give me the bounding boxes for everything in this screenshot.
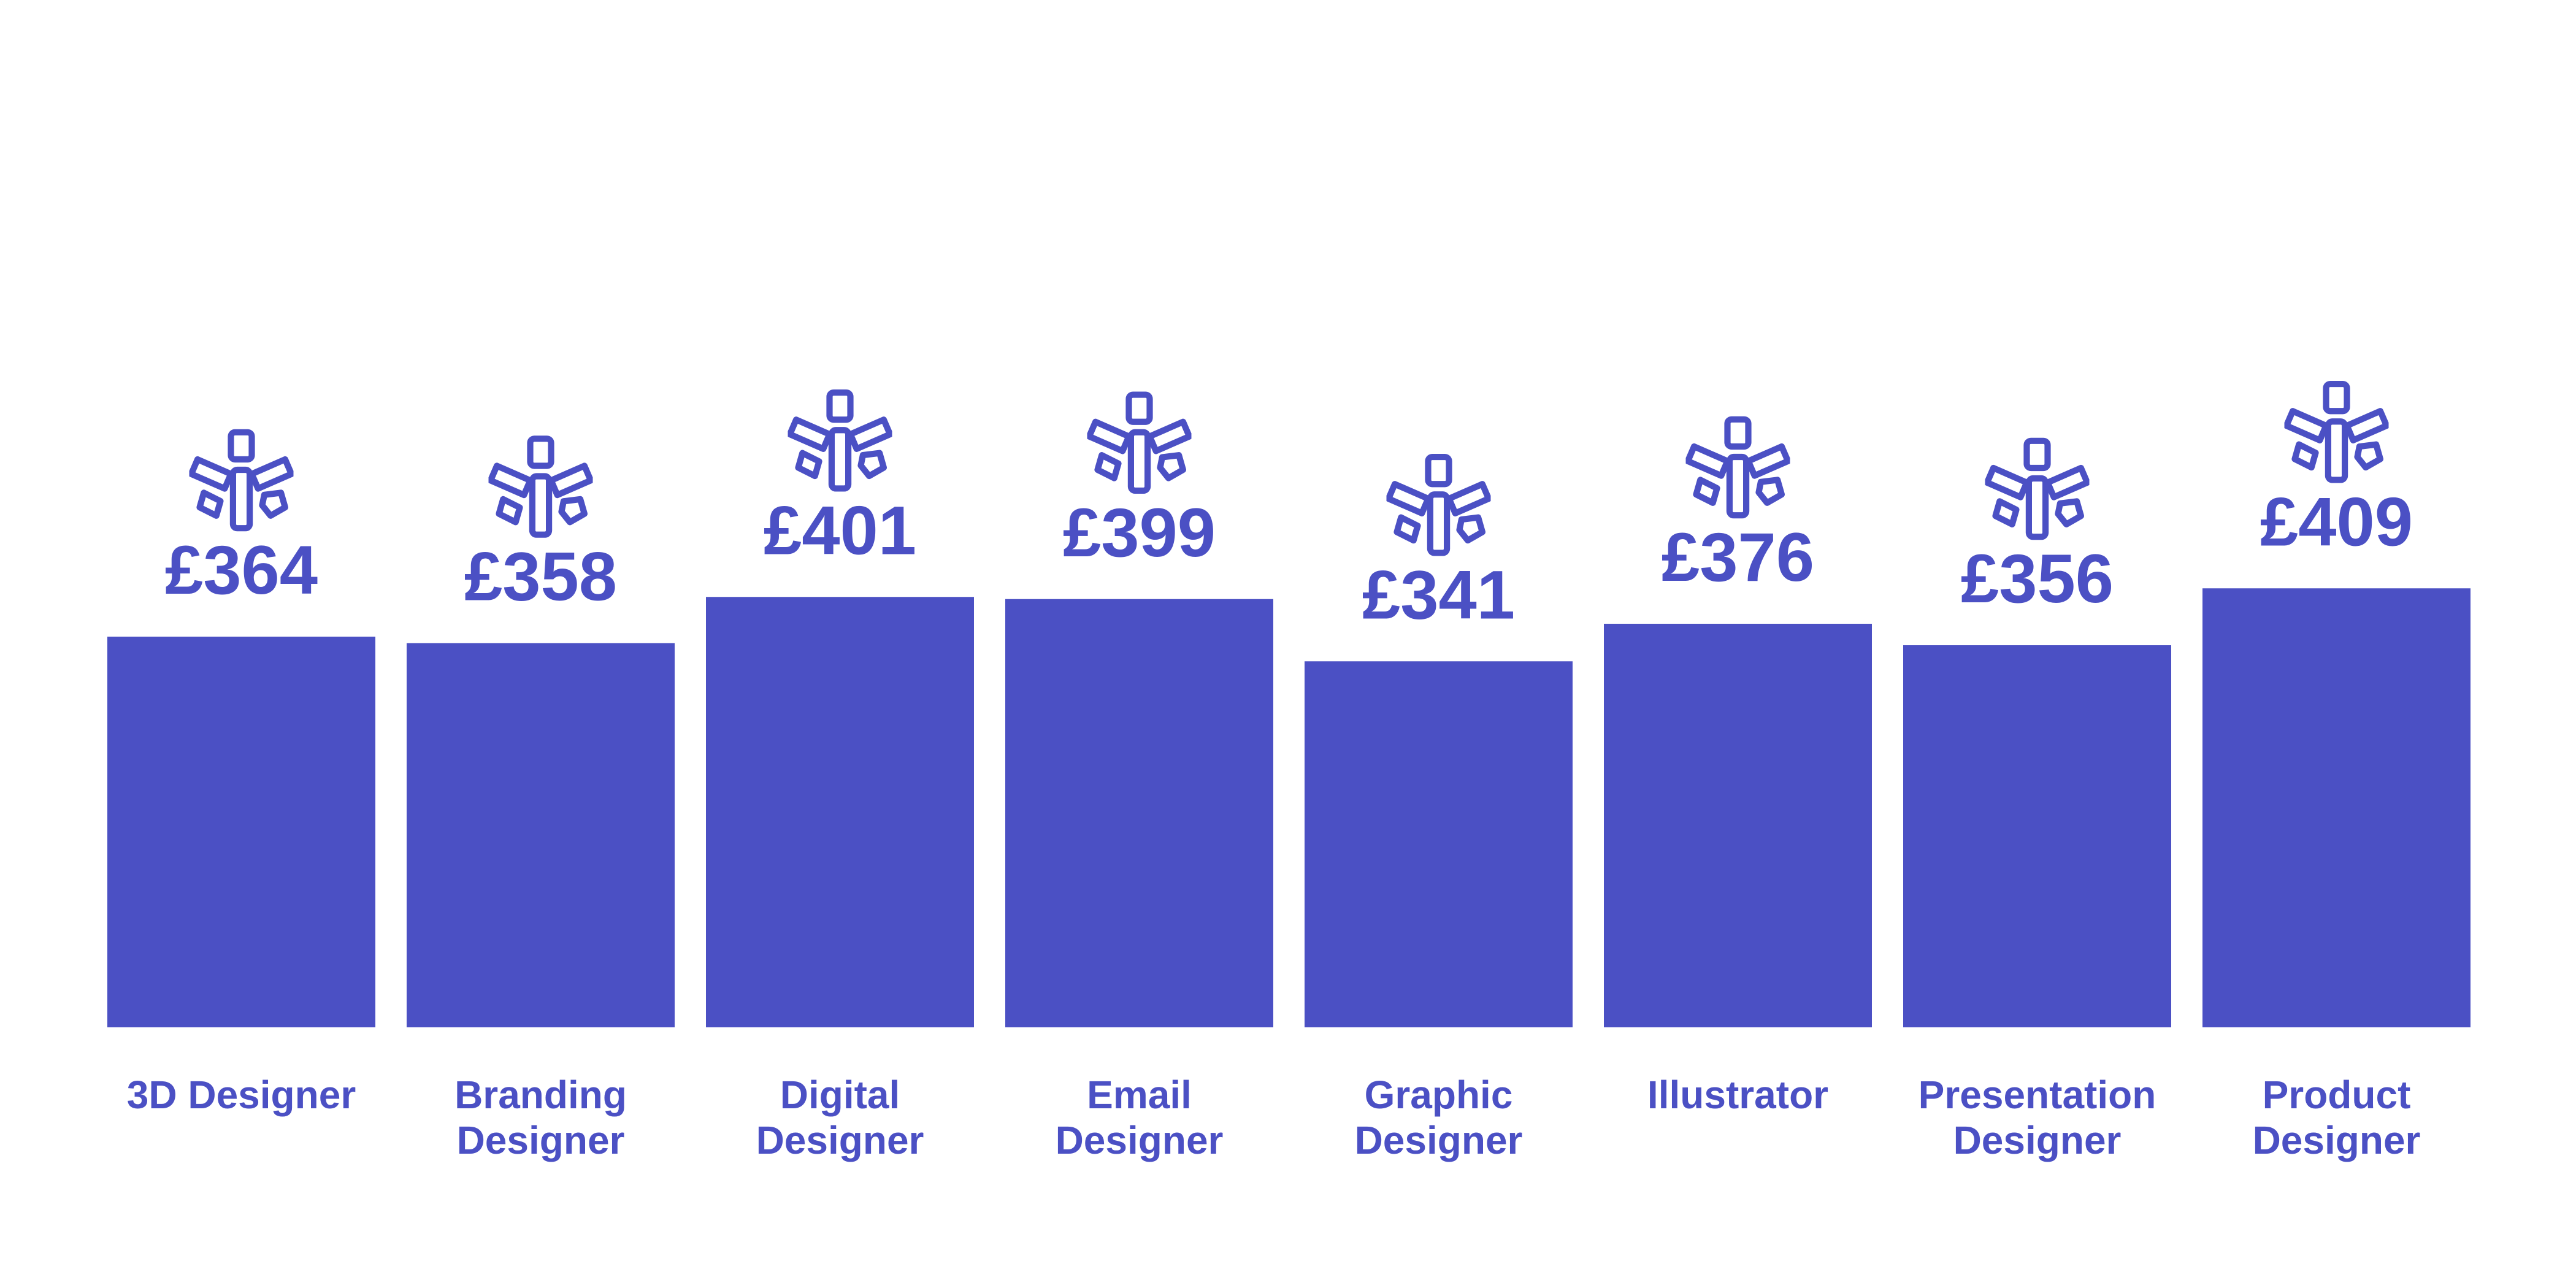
category-label: Graphic Designer — [1355, 1073, 1523, 1162]
category-label: Presentation Designer — [1919, 1073, 2156, 1162]
category-label: 3D Designer — [127, 1073, 356, 1117]
branching-arrows-icon — [1089, 395, 1189, 491]
category-label-line: Designer — [1056, 1118, 1224, 1162]
value-label: £356 — [1961, 540, 2114, 617]
branching-arrows-icon — [2287, 384, 2386, 480]
category-label-line: Product — [2263, 1073, 2411, 1117]
bar — [1005, 599, 1273, 1027]
category-label-line: Designer — [457, 1118, 625, 1162]
bar — [2202, 588, 2471, 1027]
bars-group — [107, 588, 2471, 1027]
value-labels-group: £364 £358 £401 £399 £341 £376 £356 £409 — [165, 483, 2413, 633]
bar — [407, 643, 675, 1027]
bar — [706, 597, 974, 1027]
branching-arrows-icon — [790, 393, 890, 488]
category-label-line: Graphic — [1365, 1073, 1513, 1117]
category-label-line: Email — [1087, 1073, 1192, 1117]
category-label-line: Presentation — [1919, 1073, 2156, 1117]
branching-arrows-icon — [1987, 441, 2087, 537]
icons-group — [191, 384, 2386, 553]
category-label: Branding Designer — [454, 1073, 627, 1162]
category-label-line: Designer — [756, 1118, 924, 1162]
branching-arrows-icon — [191, 432, 291, 528]
category-label: Email Designer — [1056, 1073, 1224, 1162]
category-label-line: Digital — [780, 1073, 900, 1117]
category-label-line: Designer — [1355, 1118, 1523, 1162]
bar — [1305, 661, 1573, 1027]
value-label: £376 — [1662, 519, 1814, 596]
branching-arrows-icon — [491, 439, 591, 534]
bar — [107, 637, 375, 1027]
value-label: £401 — [764, 492, 916, 569]
value-label: £364 — [165, 532, 318, 608]
category-label: Digital Designer — [756, 1073, 924, 1162]
category-label-line: 3D Designer — [127, 1073, 356, 1117]
category-label-line: Illustrator — [1647, 1073, 1828, 1117]
branching-arrows-icon — [1688, 420, 1788, 515]
category-label-line: Designer — [2253, 1118, 2421, 1162]
category-label-line: Designer — [1953, 1118, 2122, 1162]
branching-arrows-icon — [1389, 457, 1489, 553]
value-label: £358 — [464, 539, 617, 615]
category-label-line: Branding — [454, 1073, 627, 1117]
category-label: Illustrator — [1647, 1073, 1828, 1117]
value-label: £341 — [1362, 556, 1515, 633]
bar — [1604, 624, 1872, 1027]
value-label: £409 — [2260, 483, 2413, 560]
category-label: Product Designer — [2253, 1073, 2421, 1162]
bar — [1903, 645, 2171, 1027]
value-label: £399 — [1063, 494, 1216, 571]
